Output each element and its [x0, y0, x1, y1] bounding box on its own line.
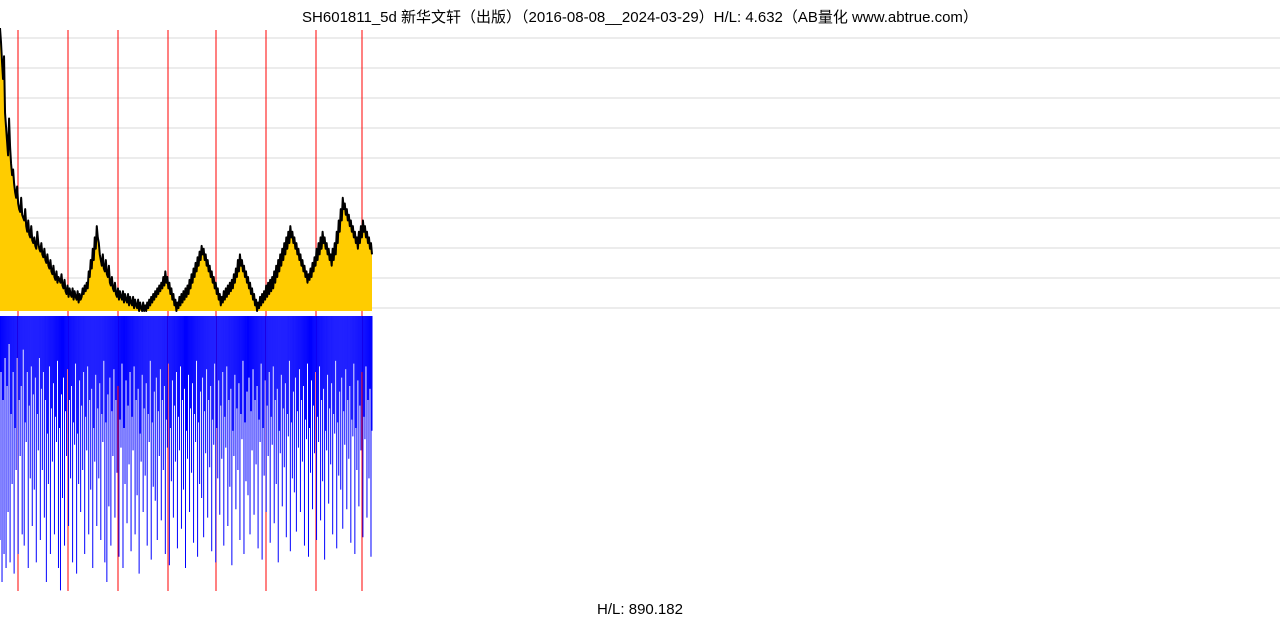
chart-svg — [0, 28, 1280, 593]
chart-title: SH601811_5d 新华文轩（出版）（2016-08-08__2024-03… — [0, 6, 1280, 27]
chart-area — [0, 28, 1280, 593]
chart-footer: H/L: 890.182 — [0, 601, 1280, 618]
